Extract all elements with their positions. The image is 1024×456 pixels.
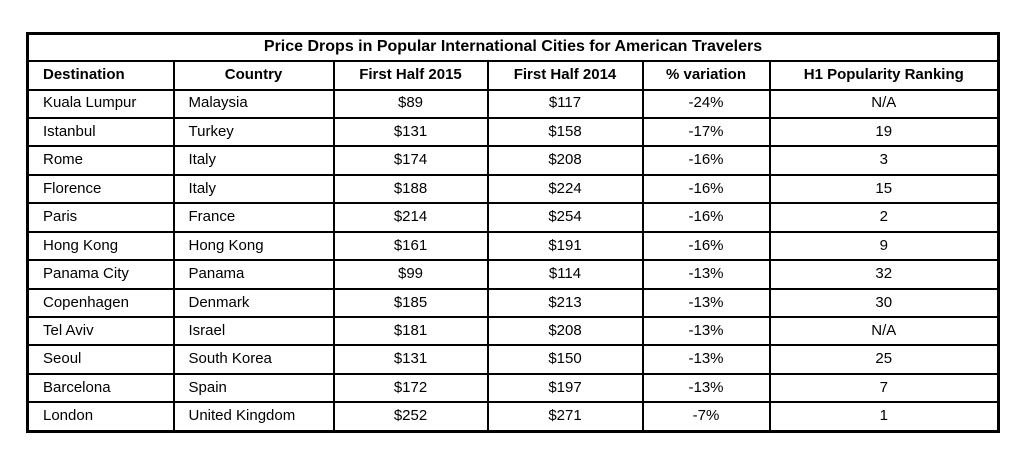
- table-cell: 9: [768, 230, 1000, 262]
- table-cell: $114: [486, 259, 644, 290]
- table-cell: 15: [768, 173, 1000, 205]
- table-cell: Copenhagen: [26, 287, 175, 319]
- table-cell: -13%: [641, 287, 771, 319]
- table-cell: $271: [486, 401, 644, 433]
- table-cell: Denmark: [172, 287, 335, 319]
- table-row: Florence Italy $188 $224 -16% 15: [26, 173, 1000, 205]
- table-cell: $254: [486, 202, 644, 233]
- table-cell: Panama: [172, 259, 335, 290]
- table-cell: Israel: [172, 315, 335, 347]
- table-cell: -24%: [641, 88, 771, 119]
- table-cell: $188: [332, 173, 489, 205]
- price-drops-table-container: Price Drops in Popular International Cit…: [26, 32, 1001, 433]
- table-cell: $191: [486, 230, 644, 262]
- table-cell: -13%: [641, 315, 771, 347]
- table-cell: 3: [768, 145, 1000, 176]
- table-header-row: Destination Country First Half 2015 Firs…: [26, 59, 1000, 91]
- table-cell: $213: [486, 287, 644, 319]
- table-cell: $172: [332, 372, 489, 404]
- table-cell: Florence: [26, 173, 175, 205]
- table-row: Rome Italy $174 $208 -16% 3: [26, 145, 1000, 176]
- table-cell: $174: [332, 145, 489, 176]
- table-cell: 2: [768, 202, 1000, 233]
- table-cell: -13%: [641, 344, 771, 375]
- column-header-first-half-2014: First Half 2014: [486, 59, 644, 91]
- table-cell: Kuala Lumpur: [26, 88, 175, 119]
- table-cell: Paris: [26, 202, 175, 233]
- table-cell: Seoul: [26, 344, 175, 375]
- table-cell: London: [26, 401, 175, 433]
- table-row: Hong Kong Hong Kong $161 $191 -16% 9: [26, 230, 1000, 262]
- table-cell: $208: [486, 315, 644, 347]
- table-cell: 30: [768, 287, 1000, 319]
- table-cell: United Kingdom: [172, 401, 335, 433]
- table-cell: France: [172, 202, 335, 233]
- table-cell: Turkey: [172, 116, 335, 148]
- table-row: Kuala Lumpur Malaysia $89 $117 -24% N/A: [26, 88, 1000, 119]
- table-cell: $208: [486, 145, 644, 176]
- table-cell: 19: [768, 116, 1000, 148]
- table-cell: $158: [486, 116, 644, 148]
- table-cell: -16%: [641, 145, 771, 176]
- table-cell: Hong Kong: [172, 230, 335, 262]
- table-title-row: Price Drops in Popular International Cit…: [26, 32, 1000, 62]
- table-title: Price Drops in Popular International Cit…: [26, 32, 1000, 62]
- table-cell: Istanbul: [26, 116, 175, 148]
- table-row: Panama City Panama $99 $114 -13% 32: [26, 259, 1000, 290]
- table-cell: $181: [332, 315, 489, 347]
- table-row: Tel Aviv Israel $181 $208 -13% N/A: [26, 315, 1000, 347]
- table-cell: 1: [768, 401, 1000, 433]
- table-cell: 32: [768, 259, 1000, 290]
- table-cell: -13%: [641, 259, 771, 290]
- table-cell: Italy: [172, 145, 335, 176]
- table-cell: N/A: [768, 88, 1000, 119]
- table-cell: Rome: [26, 145, 175, 176]
- table-cell: -7%: [641, 401, 771, 433]
- table-cell: $252: [332, 401, 489, 433]
- table-cell: $117: [486, 88, 644, 119]
- table-row: Paris France $214 $254 -16% 2: [26, 202, 1000, 233]
- table-cell: Panama City: [26, 259, 175, 290]
- table-row: London United Kingdom $252 $271 -7% 1: [26, 401, 1000, 433]
- column-header-country: Country: [172, 59, 335, 91]
- table-row: Copenhagen Denmark $185 $213 -13% 30: [26, 287, 1000, 319]
- table-row: Istanbul Turkey $131 $158 -17% 19: [26, 116, 1000, 148]
- table-cell: Spain: [172, 372, 335, 404]
- price-drops-table: Price Drops in Popular International Cit…: [26, 32, 1001, 433]
- table-cell: $185: [332, 287, 489, 319]
- table-cell: -16%: [641, 173, 771, 205]
- table-cell: $131: [332, 116, 489, 148]
- column-header-h1-popularity-ranking: H1 Popularity Ranking: [768, 59, 1000, 91]
- column-header-destination: Destination: [26, 59, 175, 91]
- table-cell: -16%: [641, 202, 771, 233]
- table-cell: Malaysia: [172, 88, 335, 119]
- table-cell: South Korea: [172, 344, 335, 375]
- table-cell: Tel Aviv: [26, 315, 175, 347]
- table-cell: Italy: [172, 173, 335, 205]
- table-cell: Barcelona: [26, 372, 175, 404]
- table-cell: $131: [332, 344, 489, 375]
- table-cell: Hong Kong: [26, 230, 175, 262]
- column-header-first-half-2015: First Half 2015: [332, 59, 489, 91]
- table-cell: $99: [332, 259, 489, 290]
- table-head: Price Drops in Popular International Cit…: [26, 32, 1000, 91]
- table-cell: $161: [332, 230, 489, 262]
- table-cell: -17%: [641, 116, 771, 148]
- table-cell: $150: [486, 344, 644, 375]
- column-header-percent-variation: % variation: [641, 59, 771, 91]
- table-cell: $224: [486, 173, 644, 205]
- table-cell: 7: [768, 372, 1000, 404]
- table-cell: -13%: [641, 372, 771, 404]
- table-cell: -16%: [641, 230, 771, 262]
- table-cell: $89: [332, 88, 489, 119]
- table-row: Barcelona Spain $172 $197 -13% 7: [26, 372, 1000, 404]
- table-cell: $214: [332, 202, 489, 233]
- table-row: Seoul South Korea $131 $150 -13% 25: [26, 344, 1000, 375]
- table-cell: 25: [768, 344, 1000, 375]
- table-cell: $197: [486, 372, 644, 404]
- table-body: Kuala Lumpur Malaysia $89 $117 -24% N/A Istanb…: [26, 88, 1000, 433]
- table-cell: N/A: [768, 315, 1000, 347]
